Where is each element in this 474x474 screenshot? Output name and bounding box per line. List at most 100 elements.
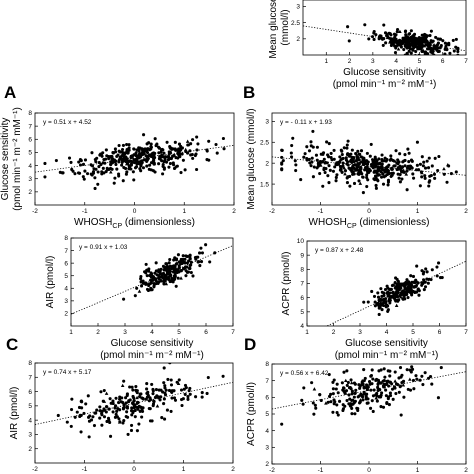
data-point (195, 167, 199, 172)
data-point-triangle (404, 172, 409, 176)
data-point (344, 389, 349, 393)
data-point (443, 41, 447, 45)
data-point-triangle (358, 398, 363, 402)
data-point (342, 370, 346, 374)
data-point (137, 404, 141, 408)
data-point (199, 260, 204, 264)
data-point (347, 153, 351, 157)
data-point (157, 151, 161, 155)
data-point (410, 159, 414, 163)
data-point (398, 38, 402, 42)
data-point (318, 171, 322, 176)
data-point (122, 379, 126, 383)
data-point (200, 391, 204, 395)
data-point-triangle (176, 381, 181, 386)
y-tick-label: 7 (64, 248, 68, 255)
data-point (428, 374, 433, 379)
data-point (366, 171, 370, 175)
data-point (427, 47, 431, 51)
data-point (385, 168, 389, 172)
data-point (386, 178, 390, 182)
data-point (121, 407, 125, 411)
y-tick-label: 9 (300, 252, 304, 259)
data-point (151, 169, 155, 173)
data-point (221, 136, 225, 141)
data-point (317, 163, 321, 167)
data-point (130, 413, 134, 417)
x-tick-label: 0 (133, 208, 137, 215)
data-point-triangle (146, 281, 150, 285)
data-point (421, 164, 425, 168)
data-point (338, 155, 342, 159)
data-point-triangle (354, 153, 359, 157)
data-point (139, 392, 143, 396)
data-point (345, 146, 349, 150)
data-point (102, 415, 107, 419)
x-tick-label: 0 (132, 466, 136, 473)
data-point (348, 159, 353, 163)
data-point (114, 404, 118, 408)
data-point (388, 369, 392, 373)
data-point (188, 253, 192, 257)
x-tick-label: 7 (231, 329, 235, 336)
data-point (352, 395, 356, 399)
data-point (371, 160, 375, 164)
data-point (221, 374, 225, 378)
data-point (139, 169, 143, 173)
data-point (100, 154, 104, 158)
data-point (149, 145, 153, 149)
data-point (349, 402, 353, 406)
data-point (357, 170, 361, 174)
data-point (377, 312, 381, 317)
data-point (112, 181, 116, 185)
plot-frame (271, 363, 467, 465)
data-point-triangle (374, 396, 378, 400)
data-point (122, 166, 126, 170)
y-tick-label: 4 (64, 285, 68, 292)
data-point (164, 388, 168, 392)
data-point (314, 153, 318, 157)
data-point (382, 299, 386, 303)
data-point (159, 388, 163, 392)
data-point (419, 42, 423, 46)
data-point (69, 160, 73, 164)
x-tick-label: 0 (367, 208, 371, 215)
data-point (151, 387, 155, 392)
x-tick-label: 1 (69, 329, 73, 336)
y-tick-label: 5 (28, 150, 32, 157)
data-point (76, 171, 81, 175)
data-point (101, 161, 105, 165)
data-point (386, 395, 391, 399)
data-point (374, 164, 378, 168)
data-point (398, 180, 402, 184)
data-point (129, 428, 134, 433)
data-point (126, 432, 130, 436)
data-point (331, 410, 335, 414)
data-point (369, 374, 373, 378)
data-point (118, 395, 122, 399)
scatter-panel-5: 1 2 3 4 5 6 7 4 5 6 7 8 9 10 y = 0.87 x + 2.48 Glucose … (281, 238, 468, 361)
data-point (423, 52, 427, 55)
data-point (365, 151, 369, 155)
data-point (175, 380, 179, 384)
x-tick-label: 1 (182, 466, 186, 473)
data-point (350, 148, 354, 152)
data-point (340, 152, 344, 157)
data-point (132, 178, 136, 182)
data-point (114, 396, 118, 400)
data-point (424, 267, 428, 271)
data-point (384, 388, 388, 392)
scatter-panel-2: -2 -1 0 1 2 2 3 4 5 6 7 8 y = 0.51 x + 4.52 WHOSHCP (… (0, 83, 236, 230)
data-point (331, 169, 335, 173)
y-tick-label: 2 (28, 189, 32, 196)
data-point-triangle (358, 181, 363, 185)
data-point (124, 401, 128, 405)
data-point (83, 158, 88, 162)
data-point (354, 388, 358, 392)
data-point (417, 53, 421, 55)
data-point (189, 260, 193, 264)
data-point (359, 149, 364, 153)
data-point (334, 179, 338, 183)
data-point (204, 243, 208, 247)
data-point (426, 166, 431, 170)
